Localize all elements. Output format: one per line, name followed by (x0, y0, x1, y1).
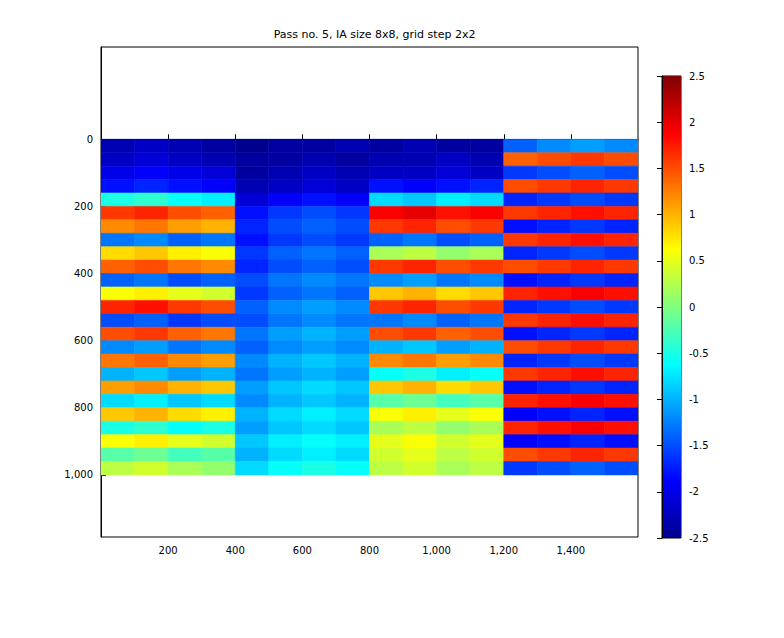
svg-text:800: 800 (360, 545, 379, 556)
svg-text:800: 800 (74, 402, 93, 413)
svg-text:1,400: 1,400 (557, 545, 586, 556)
svg-text:-2: -2 (689, 486, 699, 497)
svg-text:0.5: 0.5 (689, 255, 705, 266)
svg-text:-1: -1 (689, 394, 699, 405)
svg-text:1,000: 1,000 (422, 545, 451, 556)
svg-text:2: 2 (689, 117, 695, 128)
svg-text:1: 1 (689, 209, 695, 220)
svg-text:400: 400 (74, 268, 93, 279)
svg-text:Pass no. 5, IA size 8x8, grid: Pass no. 5, IA size 8x8, grid step 2x2 (274, 28, 476, 41)
svg-text:200: 200 (74, 201, 93, 212)
svg-text:-1.5: -1.5 (689, 440, 709, 451)
svg-text:0: 0 (87, 134, 93, 145)
svg-text:2.5: 2.5 (689, 71, 705, 82)
svg-text:0: 0 (689, 302, 695, 313)
svg-text:600: 600 (74, 335, 93, 346)
svg-text:-2.5: -2.5 (689, 533, 709, 544)
svg-text:200: 200 (159, 545, 178, 556)
svg-text:-0.5: -0.5 (689, 348, 709, 359)
svg-text:400: 400 (226, 545, 245, 556)
svg-text:600: 600 (293, 545, 312, 556)
svg-text:1.5: 1.5 (689, 163, 705, 174)
svg-text:1,000: 1,000 (64, 469, 93, 480)
svg-text:1,200: 1,200 (489, 545, 518, 556)
